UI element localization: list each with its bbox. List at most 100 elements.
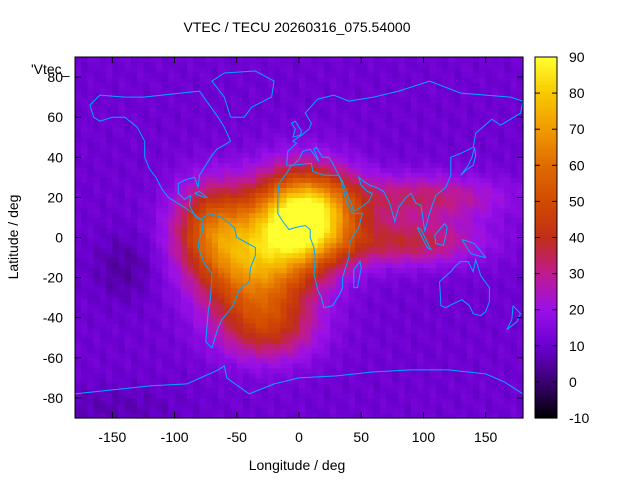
heat-cell: [460, 182, 468, 188]
heat-cell: [516, 247, 524, 254]
heat-cell: [361, 72, 369, 78]
heat-cell: [261, 262, 269, 269]
heat-cell: [423, 327, 431, 334]
heat-cell: [255, 372, 263, 379]
heat-cell: [417, 357, 425, 364]
heat-cell: [149, 357, 157, 364]
heat-cell: [205, 142, 213, 148]
heat-cell: [404, 132, 412, 138]
heat-cell: [87, 97, 95, 103]
heat-cell: [255, 232, 263, 239]
heat-cell: [106, 222, 113, 229]
heat-cell: [429, 207, 437, 214]
heat-cell: [336, 312, 344, 319]
heat-cell: [479, 162, 487, 168]
heat-cell: [491, 122, 499, 128]
heat-cell: [211, 347, 219, 354]
heat-cell: [485, 352, 493, 359]
heat-cell: [75, 282, 82, 289]
heat-cell: [435, 262, 443, 269]
heat-cell: [367, 157, 375, 163]
heat-cell: [112, 132, 120, 138]
heat-cell: [174, 327, 182, 334]
heat-cell: [112, 152, 120, 158]
heat-cell: [292, 167, 300, 173]
heat-cell: [485, 202, 493, 209]
heat-cell: [205, 197, 213, 203]
heat-cell: [124, 197, 132, 203]
heat-cell: [398, 207, 406, 214]
heat-cell: [81, 172, 89, 178]
heat-cell: [255, 262, 263, 269]
heat-cell: [81, 102, 89, 108]
heat-cell: [323, 282, 331, 289]
heat-cell: [323, 192, 331, 198]
heat-cell: [180, 397, 188, 404]
heat-cell: [193, 157, 201, 163]
heat-cell: [211, 297, 219, 304]
heat-cell: [218, 382, 225, 389]
heat-cell: [498, 97, 505, 103]
heat-cell: [193, 67, 201, 73]
heat-cell: [162, 147, 169, 153]
heat-cell: [162, 287, 169, 294]
heat-cell: [162, 192, 169, 198]
heat-cell: [106, 342, 113, 349]
heat-cell: [485, 412, 493, 419]
heat-cell: [211, 132, 219, 138]
heat-cell: [168, 67, 176, 73]
heat-cell: [255, 192, 263, 198]
heat-cell: [255, 152, 263, 158]
heat-cell: [131, 117, 138, 123]
heat-cell: [305, 362, 313, 369]
heat-cell: [305, 407, 313, 414]
heat-cell: [174, 237, 182, 244]
heat-cell: [342, 307, 350, 314]
heat-cell: [243, 322, 250, 329]
heat-cell: [199, 127, 207, 133]
heat-cell: [93, 162, 101, 168]
heat-cell: [187, 232, 194, 239]
heat-cell: [124, 187, 132, 193]
heat-cell: [243, 297, 250, 304]
heat-cell: [280, 242, 288, 249]
heat-cell: [137, 397, 145, 404]
heat-cell: [99, 382, 107, 389]
heat-cell: [330, 107, 337, 113]
heat-cell: [411, 377, 418, 384]
heat-cell: [460, 197, 468, 203]
heat-cell: [373, 182, 381, 188]
heat-cell: [87, 147, 95, 153]
heat-cell: [448, 232, 456, 239]
heat-cell: [93, 212, 101, 219]
heat-cell: [286, 97, 294, 103]
heat-cell: [504, 172, 512, 178]
heat-cell: [243, 167, 250, 173]
heat-cell: [305, 297, 313, 304]
heat-cell: [280, 357, 288, 364]
heat-cell: [211, 207, 219, 214]
heat-cell: [261, 412, 269, 419]
heat-cell: [386, 102, 393, 108]
heat-cell: [193, 382, 201, 389]
heat-cell: [411, 222, 418, 229]
heat-cell: [386, 77, 393, 83]
heat-cell: [442, 327, 449, 334]
heat-cell: [75, 197, 82, 203]
heat-cell: [292, 147, 300, 153]
heat-cell: [187, 392, 194, 399]
heat-cell: [404, 332, 412, 339]
heat-cell: [155, 67, 163, 73]
heat-cell: [230, 267, 238, 274]
heat-cell: [143, 142, 151, 148]
heat-cell: [367, 107, 375, 113]
heat-cell: [516, 317, 524, 324]
heat-cell: [348, 72, 356, 78]
heat-cell: [435, 367, 443, 374]
heat-cell: [261, 402, 269, 409]
heat-cell: [429, 197, 437, 203]
heat-cell: [280, 192, 288, 198]
heat-cell: [211, 312, 219, 319]
heat-cell: [261, 322, 269, 329]
heat-cell: [491, 287, 499, 294]
